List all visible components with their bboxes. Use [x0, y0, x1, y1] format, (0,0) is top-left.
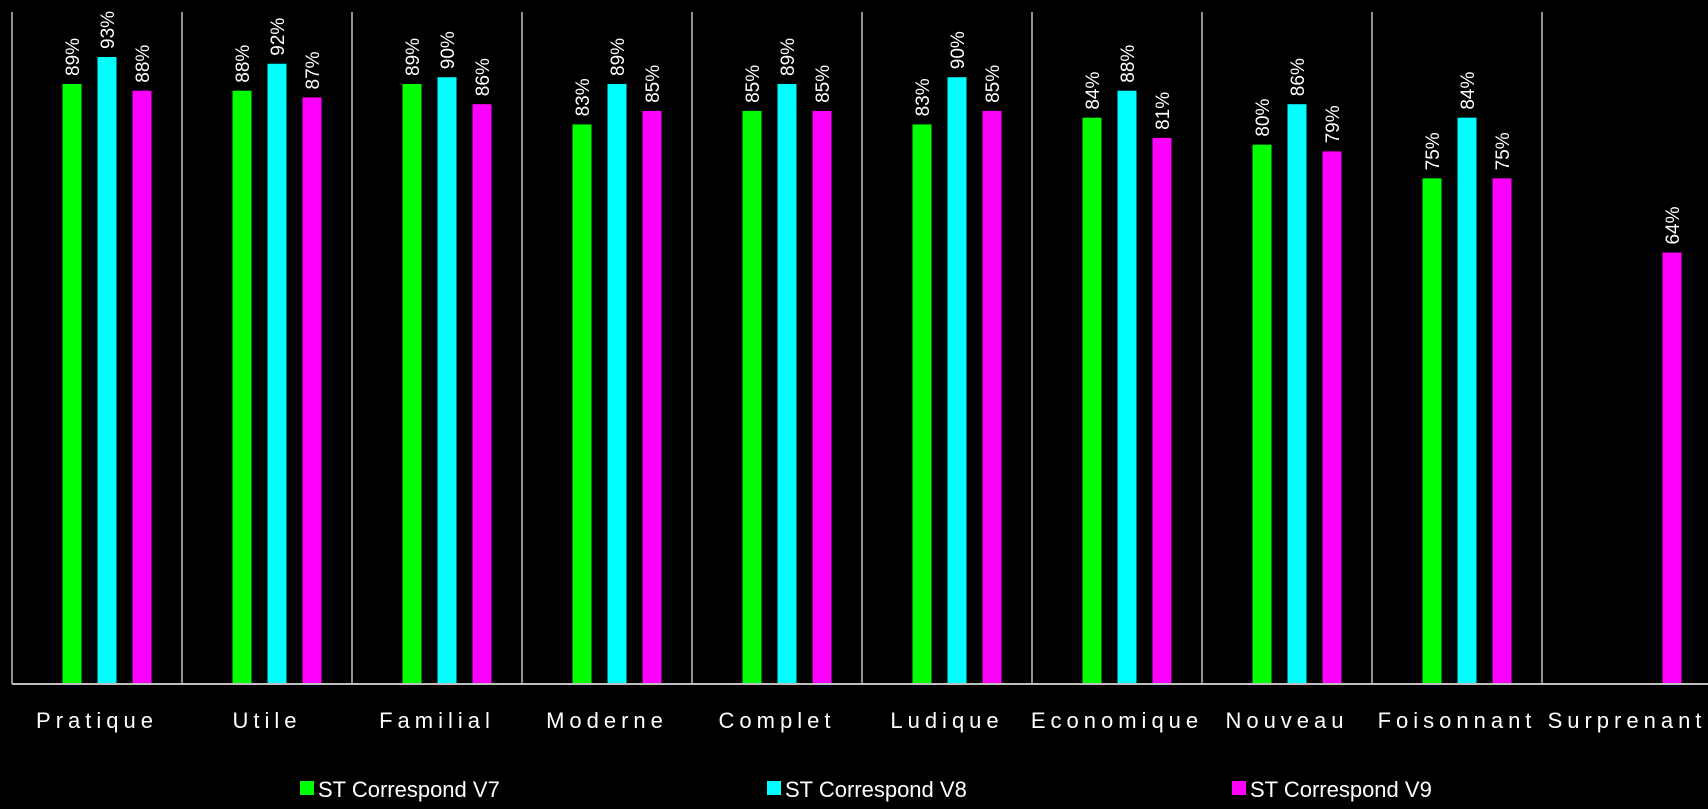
bar [1117, 90, 1137, 685]
bar [812, 110, 832, 684]
data-label: 80% [1253, 99, 1274, 137]
bar [1287, 104, 1307, 685]
data-label: 75% [1423, 132, 1444, 170]
data-label: 85% [643, 65, 664, 103]
data-label: 90% [948, 31, 969, 69]
bar [97, 57, 117, 684]
legend-label: ST Correspond V9 [1250, 777, 1432, 802]
bar [642, 110, 662, 684]
category-label: Surprenant [1548, 708, 1707, 733]
data-label: 89% [608, 38, 629, 76]
category-label: Foisonnant [1378, 708, 1537, 733]
data-label: 88% [233, 45, 254, 83]
data-label: 90% [438, 31, 459, 69]
legend-swatch [1232, 781, 1246, 795]
data-label: 79% [1323, 105, 1344, 143]
data-label: 85% [743, 65, 764, 103]
data-label: 89% [63, 38, 84, 76]
legend-swatch [767, 781, 781, 795]
data-label: 89% [778, 38, 799, 76]
bar [607, 83, 627, 684]
bar [472, 104, 492, 685]
data-label: 87% [303, 51, 324, 89]
data-label: 86% [1288, 58, 1309, 96]
bar [1422, 178, 1442, 684]
category-label: Complet [719, 708, 836, 733]
bar [1662, 252, 1682, 685]
category-label: Nouveau [1225, 708, 1348, 733]
bar [1082, 117, 1102, 684]
bar [1252, 144, 1272, 685]
legend-label: ST Correspond V8 [785, 777, 967, 802]
data-label: 86% [473, 58, 494, 96]
bar [302, 97, 322, 685]
data-label: 84% [1083, 72, 1104, 110]
bar [777, 83, 797, 684]
data-label: 85% [813, 65, 834, 103]
bar [982, 110, 1002, 684]
data-label: 83% [913, 78, 934, 116]
data-labels-group: 89% 88% 89% 83% 85% 83% 84% 80% 75% 93% 92% 90% 89% 8… [63, 11, 1684, 245]
bars-group [62, 57, 1682, 685]
data-label: 88% [133, 45, 154, 83]
bar [437, 77, 457, 684]
data-label: 93% [98, 11, 119, 49]
bar [1152, 137, 1172, 685]
category-label: Utile [232, 708, 301, 733]
legend: ST Correspond V7 ST Correspond V8 ST Corre… [300, 777, 1432, 802]
legend-swatch [300, 781, 314, 795]
bar [402, 83, 422, 684]
category-separators [11, 12, 1543, 684]
bar [912, 124, 932, 684]
data-label: 81% [1153, 92, 1174, 130]
data-label: 89% [403, 38, 424, 76]
bar [1492, 178, 1512, 684]
bar [62, 83, 82, 684]
data-label: 85% [983, 65, 1004, 103]
bar [947, 77, 967, 684]
data-label: 84% [1458, 72, 1479, 110]
legend-label: ST Correspond V7 [318, 777, 500, 802]
bar [1457, 117, 1477, 684]
category-label: Familial [379, 708, 495, 733]
data-label: 83% [573, 78, 594, 116]
bar [1322, 151, 1342, 685]
category-label: Moderne [546, 708, 668, 733]
bar [742, 110, 762, 684]
data-label: 75% [1493, 132, 1514, 170]
category-label: Economique [1031, 708, 1203, 733]
bar [132, 90, 152, 685]
bar [232, 90, 252, 685]
bar [267, 63, 287, 684]
bar [572, 124, 592, 684]
category-label: Ludique [890, 708, 1003, 733]
data-label: 64% [1663, 206, 1684, 244]
data-label: 92% [268, 18, 289, 56]
category-label: Pratique [36, 708, 158, 733]
data-label: 88% [1118, 45, 1139, 83]
category-labels-group: Pratique Utile Familial Moderne Complet Ludiq… [36, 708, 1707, 733]
